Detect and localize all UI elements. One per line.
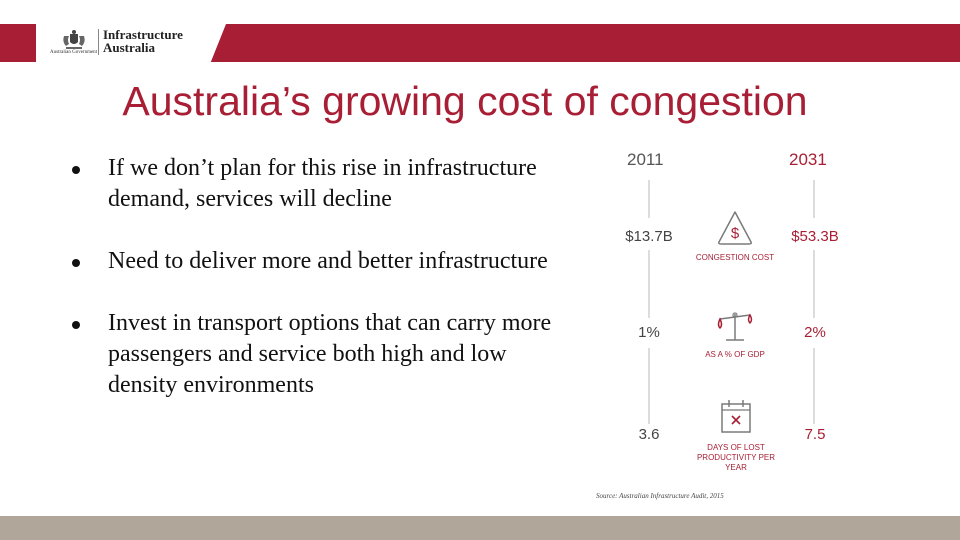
bullet-dot-icon — [72, 259, 80, 267]
bullet-list: If we don’t plan for this rise in infras… — [70, 153, 560, 432]
timeline-line-2011 — [648, 348, 650, 424]
timeline-line-2031 — [813, 250, 815, 318]
congestion-cost-2011: $13.7B — [625, 228, 673, 245]
bullet-text: If we don’t plan for this rise in infras… — [108, 155, 537, 212]
footer-band — [0, 516, 960, 540]
lost-days-label: DAYS OF LOST PRODUCTIVITY PER YEAR — [696, 443, 776, 472]
bullet-item: If we don’t plan for this rise in infras… — [70, 153, 560, 215]
bullet-text: Need to deliver more and better infrastr… — [108, 248, 548, 274]
gdp-share-2031: 2% — [804, 324, 826, 341]
timeline-line-2011 — [648, 180, 650, 218]
org-name-line2: Australia — [103, 40, 155, 55]
lost-days-2031: 7.5 — [804, 426, 826, 443]
congestion-cost-2031: $53.3B — [791, 228, 839, 245]
header-band — [210, 24, 960, 62]
year-2011-label: 2011 — [627, 150, 664, 169]
lost-days-2011: 3.6 — [638, 426, 660, 443]
gdp-share-label: AS A % OF GDP — [705, 350, 765, 359]
slide-title: Australia’s growing cost of congestion — [122, 78, 808, 124]
timeline-line-2011 — [648, 250, 650, 318]
org-logo-text: Infrastructure Australia — [103, 28, 203, 54]
congestion-cost-label: CONGESTION COST — [695, 253, 775, 262]
bullet-item: Need to deliver more and better infrastr… — [70, 246, 560, 277]
congestion-infographic: 2011 2031 $13.7B $53.3B $ CONGESTION COS… — [590, 140, 880, 510]
calendar-x-icon — [721, 400, 751, 433]
logo-divider — [98, 29, 99, 55]
timeline-line-2031 — [813, 348, 815, 424]
source-note: Source: Australian Infrastructure Audit,… — [596, 492, 724, 500]
dollar-warning-icon: $ — [718, 211, 752, 245]
bullet-dot-icon — [72, 321, 80, 329]
coat-of-arms-icon — [63, 30, 85, 49]
bullet-dot-icon — [72, 166, 80, 174]
scales-icon — [717, 312, 753, 341]
timeline-line-2031 — [813, 180, 815, 218]
gdp-share-2011: 1% — [638, 324, 660, 341]
org-name-line1: Infrastructure — [103, 27, 183, 42]
year-2031-label: 2031 — [789, 150, 827, 169]
bullet-item: Invest in transport options that can car… — [70, 308, 560, 401]
header-band-left — [0, 24, 36, 62]
svg-text:$: $ — [731, 225, 740, 242]
gov-label: Australian Government — [50, 50, 98, 55]
bullet-text: Invest in transport options that can car… — [108, 310, 552, 398]
